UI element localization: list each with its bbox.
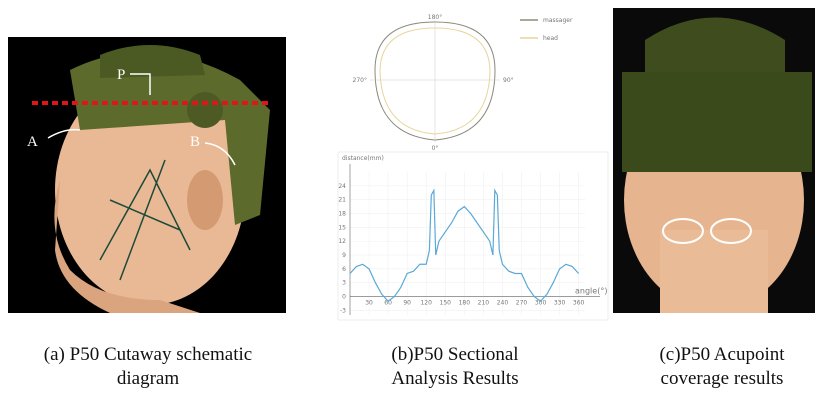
figure-canvas: P A B 180° 270° 90° 0° (a) P50 Cutaway s… — [0, 0, 823, 402]
x-tick-label: 150 — [440, 300, 452, 307]
y-tick-label: 12 — [338, 238, 346, 245]
legend-label: head — [543, 35, 558, 42]
y-tick-label: 15 — [338, 224, 346, 231]
legend-label: massager — [543, 17, 573, 24]
angle-label: 90° — [503, 77, 514, 84]
caption: coverage results — [661, 368, 784, 389]
caption: (b)P50 Sectional — [391, 344, 518, 365]
y-tick-label: 3 — [342, 280, 346, 287]
x-tick-label: 330 — [554, 300, 566, 307]
panel-c-image — [613, 8, 815, 313]
y-tick-label: -3 — [340, 307, 346, 314]
angle-label: 180° — [428, 14, 442, 21]
y-tick-label: 24 — [338, 183, 346, 190]
label-a: A — [27, 134, 38, 150]
label-b: B — [190, 134, 200, 150]
x-axis-label: angle(°) — [575, 287, 607, 296]
caption: (a) P50 Cutaway schematic — [44, 344, 252, 365]
y-tick-label: 9 — [342, 252, 346, 259]
y-tick-label: 6 — [342, 266, 346, 273]
y-axis-label: distance(mm) — [342, 155, 384, 162]
x-tick-label: 30 — [365, 300, 373, 307]
x-tick-label: 120 — [420, 300, 432, 307]
y-tick-label: 21 — [338, 197, 346, 204]
figure: P A B 180° 270° 90° 0° (a) P50 Cutaway s… — [0, 0, 823, 402]
plot-frame — [338, 152, 608, 320]
angle-label: 270° — [353, 77, 367, 84]
y-tick-label: 0 — [342, 294, 346, 301]
x-tick-label: 360 — [573, 300, 585, 307]
panel-a-image: P A B — [8, 37, 286, 313]
x-tick-label: 270 — [516, 300, 528, 307]
caption: Analysis Results — [391, 368, 518, 389]
x-tick-label: 90 — [403, 300, 411, 307]
caption: (c)P50 Acupoint — [659, 344, 785, 365]
label-p: P — [117, 67, 125, 83]
x-tick-label: 180 — [459, 300, 471, 307]
x-tick-label: 210 — [478, 300, 490, 307]
caption: diagram — [117, 368, 179, 389]
x-tick-label: 240 — [497, 300, 509, 307]
panel-b-polar: 180° 270° 90° 0° — [353, 14, 514, 152]
y-tick-label: 18 — [338, 211, 346, 218]
angle-label: 0° — [432, 145, 439, 152]
